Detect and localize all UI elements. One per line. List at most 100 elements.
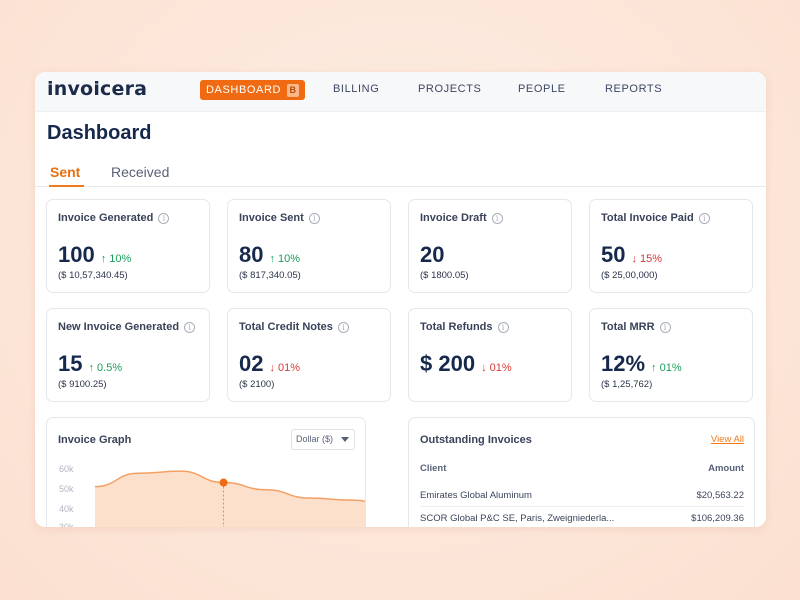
arrow-up-icon: ↑	[651, 362, 660, 374]
arrow-up-icon: ↑	[269, 253, 279, 265]
nav-item-projects[interactable]: PROJECTS	[418, 83, 482, 95]
stat-delta: ↑ 0.5%	[88, 362, 122, 374]
stat-subvalue: ($ 25,00,000)	[601, 270, 658, 281]
y-tick-label: 60k	[59, 464, 74, 474]
stat-card-value-row: 12% ↑ 01%	[601, 351, 682, 377]
stat-value: 50	[601, 242, 626, 267]
data-point-marker[interactable]	[219, 478, 228, 487]
info-icon[interactable]: i	[308, 212, 320, 224]
stat-card-title: Total Refunds i	[420, 321, 509, 333]
stat-delta: ↓ 15%	[631, 253, 662, 265]
stat-card-label: Total Invoice Paid	[601, 212, 694, 224]
stat-card-value-row: $ 200 ↓ 01%	[420, 351, 512, 377]
stat-card[interactable]: Invoice Generated i 100 ↑ 10% ($ 10,57,340.4…	[46, 199, 210, 293]
stat-card-label: New Invoice Generated	[58, 321, 180, 333]
stat-subvalue: ($ 9100.25)	[58, 379, 107, 390]
stat-card-value-row: 100 ↑ 10%	[58, 242, 131, 268]
stat-delta-value: 10%	[278, 253, 301, 265]
currency-select-value: Dollar ($)	[296, 434, 334, 444]
table-row[interactable]: SCOR Global P&C SE, Paris, Zweigniederla…	[420, 508, 744, 527]
currency-select[interactable]: Dollar ($)	[291, 429, 355, 450]
nav-item-dashboard[interactable]: DASHBOARD B	[200, 80, 306, 100]
stat-card-title: Total MRR i	[601, 321, 671, 333]
stat-card-value-row: 20	[420, 242, 444, 268]
table-row[interactable]: Emirates Global Aluminum $20,563.22	[420, 485, 744, 507]
info-icon[interactable]: i	[337, 321, 349, 333]
arrow-down-icon: ↓	[631, 253, 641, 265]
info-icon[interactable]: i	[184, 321, 196, 333]
column-header-client: Client	[420, 463, 447, 474]
stat-delta-value: 01%	[489, 362, 512, 374]
arrow-down-icon: ↓	[481, 362, 490, 374]
stat-value: 02	[239, 351, 264, 376]
app-logo[interactable]: invoicera	[47, 78, 148, 100]
stat-card-label: Total Refunds	[420, 321, 493, 333]
top-nav-bar: invoicera DASHBOARD B BILLING PROJECTS P…	[35, 72, 766, 112]
arrow-up-icon: ↑	[88, 362, 98, 374]
stat-card-value-row: 80 ↑ 10%	[239, 242, 300, 268]
app-window: invoicera DASHBOARD B BILLING PROJECTS P…	[35, 72, 766, 527]
stat-delta-value: 0.5%	[97, 362, 123, 374]
nav-item-people[interactable]: PEOPLE	[518, 83, 566, 95]
stat-delta-value: 01%	[278, 362, 301, 374]
stat-delta: ↓ 01%	[481, 362, 512, 374]
stat-card[interactable]: Total Credit Notes i 02 ↓ 01% ($ 2100)	[227, 308, 391, 402]
stat-card[interactable]: Total Refunds i $ 200 ↓ 01%	[408, 308, 572, 402]
stat-delta-value: 01%	[659, 362, 682, 374]
stat-subvalue: ($ 1800.05)	[420, 270, 469, 281]
stat-delta-value: 15%	[640, 253, 663, 265]
stat-card-title: Invoice Draft i	[420, 212, 503, 224]
invoice-graph-panel: Invoice Graph Dollar ($) 60k 50k 40k 30k	[46, 417, 366, 527]
client-name: SCOR Global P&C SE, Paris, Zweigniederla…	[420, 513, 615, 524]
invoice-amount: $20,563.22	[696, 490, 744, 501]
nav-badge: B	[287, 83, 300, 97]
stat-subvalue: ($ 10,57,340.45)	[58, 270, 128, 281]
stat-card-title: New Invoice Generated i	[58, 321, 196, 333]
info-icon[interactable]: i	[659, 321, 671, 333]
stat-card-value-row: 50 ↓ 15%	[601, 242, 662, 268]
arrow-down-icon: ↓	[269, 362, 279, 374]
stat-card[interactable]: Invoice Draft i 20 ($ 1800.05)	[408, 199, 572, 293]
stat-delta: ↑ 10%	[269, 253, 300, 265]
stat-card-label: Total Credit Notes	[239, 321, 333, 333]
stat-card-label: Invoice Sent	[239, 212, 304, 224]
stat-card-value-row: 15 ↑ 0.5%	[58, 351, 122, 377]
view-all-link[interactable]: View All	[710, 434, 744, 445]
stat-card[interactable]: Total MRR i 12% ↑ 01% ($ 1,25,762)	[589, 308, 753, 402]
stat-card[interactable]: Invoice Sent i 80 ↑ 10% ($ 817,340.05)	[227, 199, 391, 293]
tab-sent[interactable]: Sent	[49, 164, 85, 187]
graph-title: Invoice Graph	[58, 434, 132, 446]
page-title: Dashboard	[47, 122, 152, 144]
invoice-amount: $106,209.36	[691, 513, 744, 524]
chevron-down-icon	[341, 437, 349, 442]
stat-card-label: Invoice Draft	[420, 212, 487, 224]
stat-delta: ↑ 01%	[651, 362, 682, 374]
y-tick-label: 40k	[59, 504, 74, 514]
area-fill	[95, 471, 365, 527]
series-line	[95, 470, 365, 503]
stat-card[interactable]: Total Invoice Paid i 50 ↓ 15% ($ 25,00,000)	[589, 199, 753, 293]
stat-value: 100	[58, 242, 95, 267]
nav-item-reports[interactable]: REPORTS	[605, 83, 663, 95]
stat-value: $ 200	[420, 351, 476, 376]
tab-bar: Sent Received	[35, 164, 766, 187]
stat-subvalue: ($ 1,25,762)	[601, 379, 653, 390]
info-icon[interactable]: i	[158, 212, 170, 224]
info-icon[interactable]: i	[491, 212, 503, 224]
stat-card-title: Invoice Sent i	[239, 212, 320, 224]
info-icon[interactable]: i	[497, 321, 509, 333]
info-icon[interactable]: i	[698, 212, 710, 224]
stat-delta: ↓ 01%	[269, 362, 300, 374]
nav-item-billing[interactable]: BILLING	[333, 83, 380, 95]
stat-card-title: Invoice Generated i	[58, 212, 170, 224]
stat-subvalue: ($ 2100)	[239, 379, 275, 390]
nav-item-label: DASHBOARD	[206, 84, 282, 96]
stat-delta: ↑ 10%	[101, 253, 132, 265]
area-chart	[95, 470, 365, 527]
stat-card-title: Total Credit Notes i	[239, 321, 349, 333]
tab-received[interactable]: Received	[111, 164, 170, 180]
stat-card[interactable]: New Invoice Generated i 15 ↑ 0.5% ($ 9100.25…	[46, 308, 210, 402]
outstanding-invoices-panel: Outstanding Invoices View All Client Amo…	[408, 417, 755, 527]
stat-value: 20	[420, 242, 445, 267]
stat-value: 15	[58, 351, 83, 376]
